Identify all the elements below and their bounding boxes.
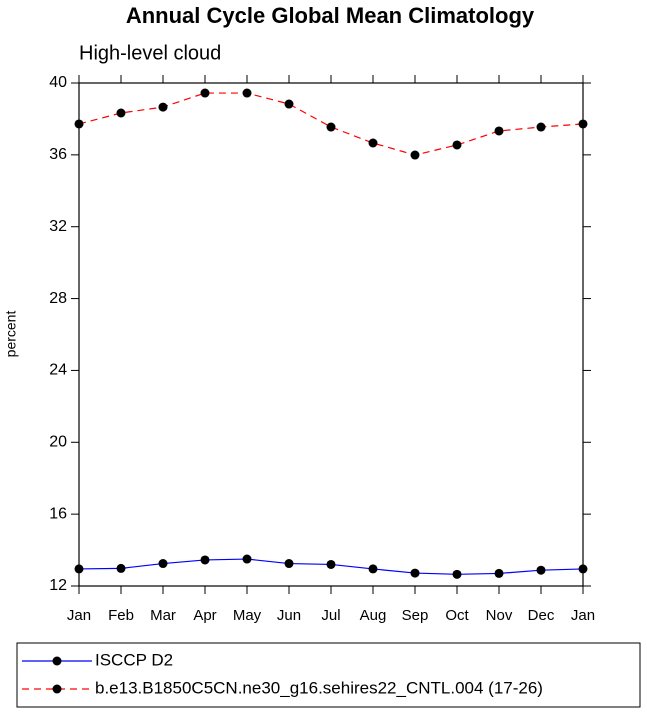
x-tick-label: Jul [321, 607, 340, 624]
y-tick-label: 36 [49, 146, 67, 163]
data-point [158, 102, 168, 112]
x-tick-label: Dec [528, 607, 555, 624]
data-point [536, 122, 546, 132]
legend-label: ISCCP D2 [95, 650, 173, 669]
data-point [368, 138, 378, 148]
chart-subtitle: High-level cloud [79, 42, 221, 64]
data-point [74, 564, 84, 574]
y-tick-label: 12 [49, 577, 67, 594]
x-tick-label: Sep [402, 607, 429, 624]
data-point [494, 568, 504, 578]
data-point [326, 559, 336, 569]
legend-label: b.e13.B1850C5CN.ne30_g16.sehires22_CNTL.… [95, 678, 543, 697]
x-tick-label: Mar [150, 607, 176, 624]
y-tick-label: 20 [49, 434, 67, 451]
data-point [578, 564, 588, 574]
y-tick-label: 28 [49, 290, 67, 307]
legend-marker [52, 684, 62, 694]
data-point [410, 150, 420, 160]
data-point [158, 559, 168, 569]
data-point [410, 568, 420, 578]
data-point [284, 99, 294, 109]
data-point [578, 119, 588, 129]
chart-title: Annual Cycle Global Mean Climatology [126, 3, 535, 28]
data-point [326, 122, 336, 132]
x-tick-label: Jan [67, 607, 91, 624]
x-tick-label: Aug [360, 607, 387, 624]
plot-frame [78, 82, 584, 587]
x-tick-label: Oct [445, 607, 469, 624]
legend-box [16, 642, 641, 708]
y-axis-label: percent [3, 311, 19, 358]
x-tick-label: Jun [277, 607, 301, 624]
data-point [200, 88, 210, 98]
data-point [368, 564, 378, 574]
data-point [200, 555, 210, 565]
x-tick-label: Jan [571, 607, 595, 624]
y-tick-label: 32 [49, 218, 67, 235]
data-point [536, 565, 546, 575]
x-tick-label: Feb [108, 607, 134, 624]
y-tick-label: 24 [49, 362, 67, 379]
x-tick-label: Apr [193, 607, 216, 624]
y-tick-label: 40 [49, 74, 67, 91]
x-tick-label: Nov [486, 607, 513, 624]
data-point [74, 119, 84, 129]
legend-marker [52, 656, 62, 666]
x-tick-label: May [233, 607, 262, 624]
data-point [242, 554, 252, 564]
data-point [494, 126, 504, 136]
data-point [116, 108, 126, 118]
data-point [452, 140, 462, 150]
data-point [116, 563, 126, 573]
data-point [284, 559, 294, 569]
y-tick-label: 16 [49, 505, 67, 522]
data-point [242, 88, 252, 98]
data-point [452, 569, 462, 579]
